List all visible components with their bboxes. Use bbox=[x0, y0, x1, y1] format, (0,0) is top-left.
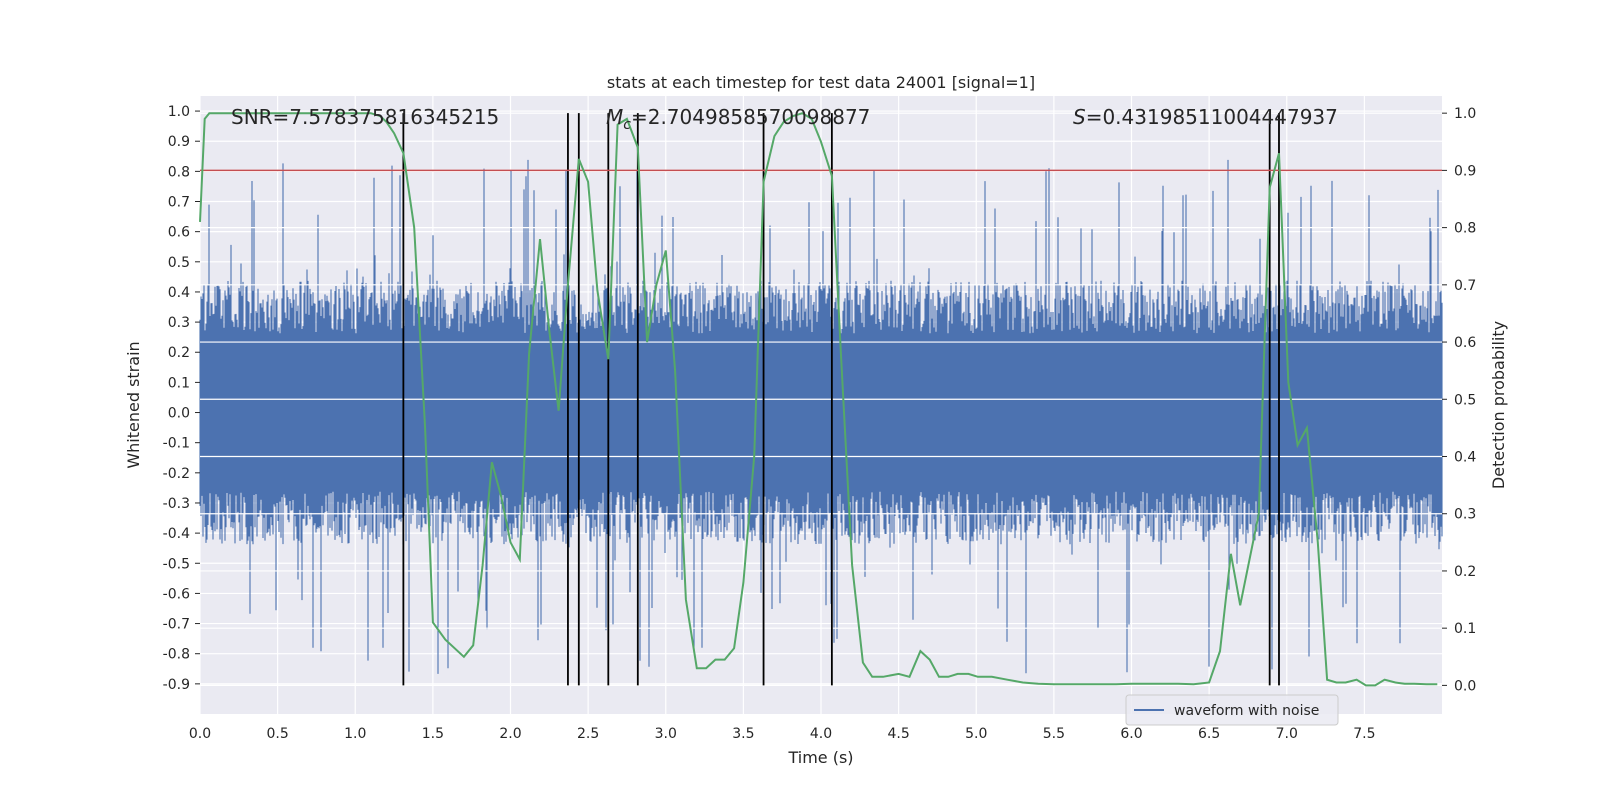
legend-entry: waveform with noise bbox=[1174, 703, 1319, 719]
x-tick-label: 6.5 bbox=[1198, 726, 1220, 742]
probability-series-line bbox=[199, 112, 1438, 687]
y-axis-right: 1.0 0.9 0.8 0.7 0.6 0.5 0.4 0.3 0.2 0.1 0.0 bbox=[1442, 106, 1476, 694]
y-tick-label: 0.7 bbox=[168, 195, 190, 211]
y-tick-label: -0.9 bbox=[163, 677, 190, 693]
chart-title: stats at each timestep for test data 240… bbox=[607, 73, 1035, 92]
y-right-tick-label: 0.1 bbox=[1454, 621, 1476, 637]
y-right-tick-label: 1.0 bbox=[1454, 106, 1476, 122]
y-tick-label: 0.3 bbox=[168, 315, 190, 331]
y-tick-label: -0.2 bbox=[163, 466, 190, 482]
y-tick-label: 0.5 bbox=[168, 255, 190, 271]
y-right-tick-label: 0.9 bbox=[1454, 163, 1476, 179]
legend: waveform with noise bbox=[1125, 694, 1339, 726]
x-tick-label: 0.5 bbox=[266, 726, 288, 742]
y-tick-label: 0.1 bbox=[168, 375, 190, 391]
y-tick-label: 0.2 bbox=[168, 345, 190, 361]
x-tick-label: 1.5 bbox=[422, 726, 444, 742]
y-tick-label: 0.6 bbox=[168, 225, 190, 241]
y-right-tick-label: 0.2 bbox=[1454, 564, 1476, 580]
y-right-tick-label: 0.5 bbox=[1454, 392, 1476, 408]
x-tick-label: 6.0 bbox=[1120, 726, 1142, 742]
y-tick-label: -0.7 bbox=[163, 617, 190, 633]
x-tick-label: 7.0 bbox=[1276, 726, 1298, 742]
y-tick-label: -0.6 bbox=[163, 586, 190, 602]
y-tick-label: 1.0 bbox=[168, 104, 190, 120]
y-tick-label: -0.8 bbox=[163, 647, 190, 663]
x-axis: 0.0 0.5 1.0 1.5 2.0 2.5 3.0 3.5 4.0 4.5 5.0 5.5 6.0 6… bbox=[189, 726, 1376, 742]
y-tick-label: -0.5 bbox=[163, 556, 190, 572]
y-tick-label: 0.9 bbox=[168, 134, 190, 150]
x-tick-label: 2.0 bbox=[499, 726, 521, 742]
y-tick-label: -0.3 bbox=[163, 496, 190, 512]
chirp-mass-value: =2.7049858570098877 bbox=[631, 105, 870, 129]
legend-box bbox=[1125, 694, 1339, 726]
y-right-tick-label: 0.4 bbox=[1454, 450, 1476, 466]
y-tick-label: -0.1 bbox=[163, 436, 190, 452]
y-right-tick-label: 0.6 bbox=[1454, 335, 1476, 351]
x-axis-label: Time (s) bbox=[787, 748, 853, 767]
x-tick-label: 4.5 bbox=[887, 726, 909, 742]
x-tick-label: 5.5 bbox=[1043, 726, 1065, 742]
x-tick-label: 1.0 bbox=[344, 726, 366, 742]
y-right-tick-label: 0.7 bbox=[1454, 278, 1476, 294]
y-tick-label: 0.8 bbox=[168, 164, 190, 180]
snr-annotation: SNR=7.578375816345215 bbox=[231, 105, 499, 129]
s-symbol: S bbox=[1073, 105, 1086, 129]
y-tick-label: 0.4 bbox=[168, 285, 190, 301]
y-right-tick-label: 0.0 bbox=[1454, 678, 1476, 694]
x-tick-label: 3.0 bbox=[655, 726, 677, 742]
chirp-mass-annotation: Mc=2.7049858570098877 bbox=[606, 105, 870, 133]
y-right-tick-label: 0.8 bbox=[1454, 221, 1476, 237]
chirp-mass-symbol: M bbox=[606, 105, 623, 129]
y-axis-right-label: Detection probability bbox=[1489, 321, 1508, 489]
x-tick-label: 0.0 bbox=[189, 726, 211, 742]
x-tick-label: 7.5 bbox=[1353, 726, 1375, 742]
x-tick-label: 5.0 bbox=[965, 726, 987, 742]
chirp-mass-subscript: c bbox=[623, 117, 631, 133]
x-tick-label: 2.5 bbox=[577, 726, 599, 742]
s-annotation: S=0.43198511004447937 bbox=[1073, 105, 1338, 129]
x-tick-label: 3.5 bbox=[732, 726, 754, 742]
grid-overlay bbox=[200, 112, 1442, 686]
s-value: =0.43198511004447937 bbox=[1086, 105, 1338, 129]
y-axis-label: Whitened strain bbox=[124, 341, 143, 468]
y-tick-label: -0.4 bbox=[163, 526, 190, 542]
y-axis-left: 1.0 0.9 0.8 0.7 0.6 0.5 0.4 0.3 0.2 0.1 0.0 -0.1 -0.… bbox=[163, 104, 200, 693]
y-tick-label: 0.0 bbox=[168, 406, 190, 422]
y-right-tick-label: 0.3 bbox=[1454, 507, 1476, 523]
x-tick-label: 4.0 bbox=[810, 726, 832, 742]
